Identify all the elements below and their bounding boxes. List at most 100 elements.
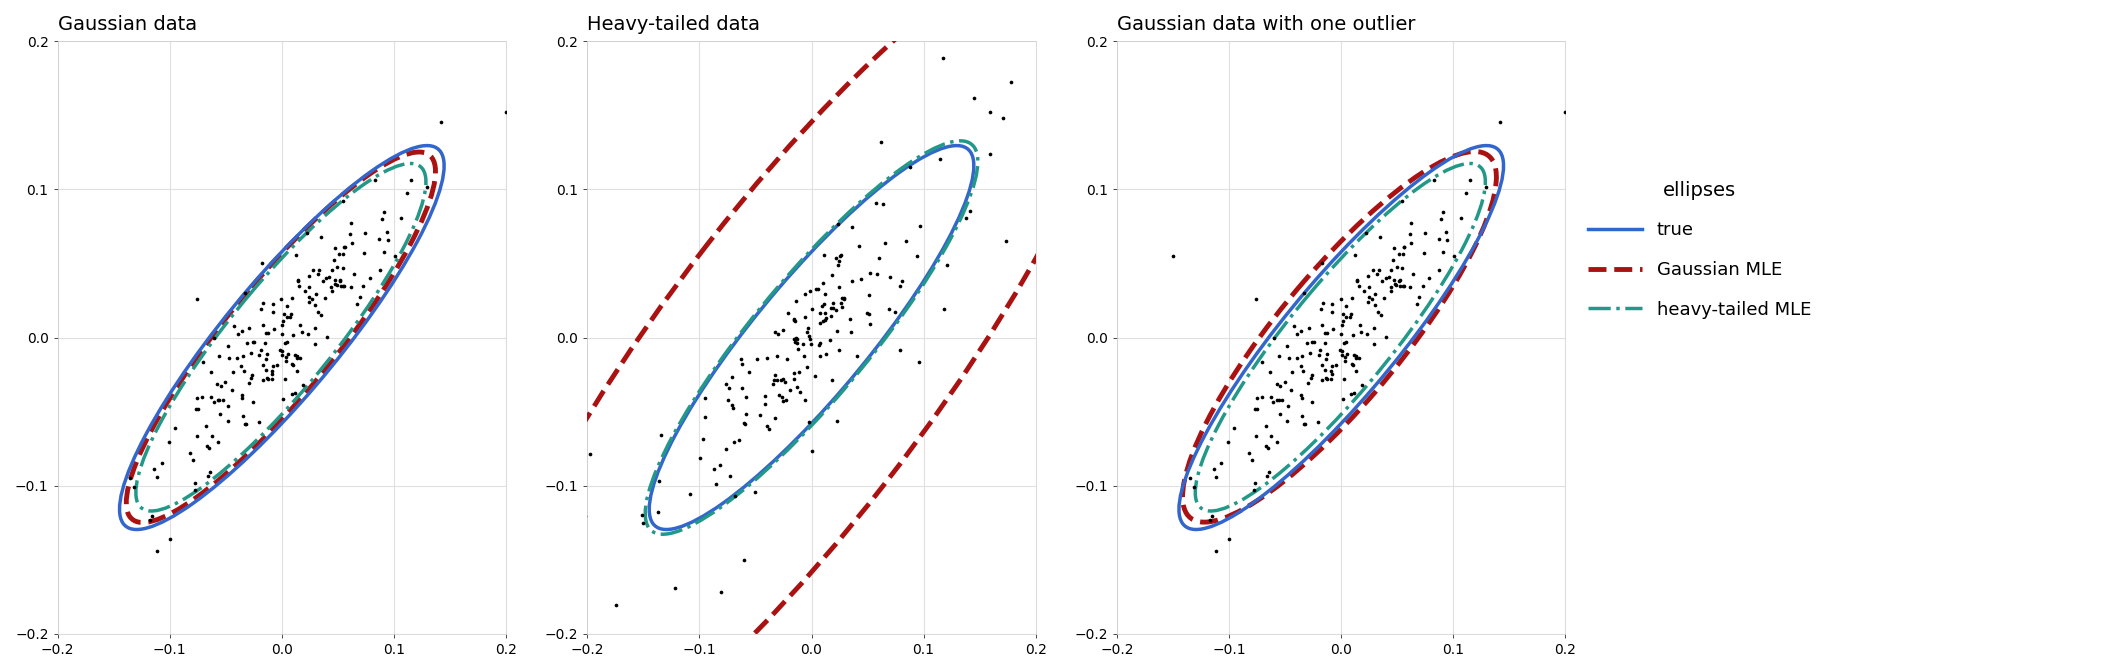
Point bbox=[765, 374, 798, 385]
Point bbox=[948, 213, 982, 224]
Point bbox=[190, 420, 224, 431]
Point bbox=[275, 359, 308, 370]
Point bbox=[862, 253, 895, 264]
Point bbox=[722, 435, 756, 446]
Point bbox=[1333, 312, 1366, 323]
Point bbox=[1383, 281, 1417, 292]
Point bbox=[1290, 337, 1324, 348]
Point bbox=[1352, 270, 1385, 281]
Point bbox=[1195, 511, 1229, 521]
Point bbox=[1409, 228, 1442, 239]
Point bbox=[779, 315, 813, 326]
Point bbox=[777, 374, 811, 384]
Point bbox=[279, 349, 313, 360]
Point bbox=[1358, 300, 1392, 310]
Point bbox=[779, 333, 813, 344]
Point bbox=[298, 323, 332, 333]
Point bbox=[194, 431, 228, 442]
Point bbox=[1155, 251, 1189, 261]
Point bbox=[779, 333, 813, 343]
Point bbox=[270, 301, 304, 312]
Point bbox=[283, 281, 317, 292]
Point bbox=[1029, 153, 1062, 164]
Point bbox=[222, 329, 256, 339]
Point bbox=[995, 76, 1029, 87]
Point bbox=[215, 367, 249, 378]
Point bbox=[1377, 254, 1411, 265]
Point bbox=[1339, 366, 1373, 377]
Point bbox=[1375, 286, 1409, 296]
Point bbox=[139, 472, 173, 482]
Point bbox=[781, 338, 815, 349]
Point bbox=[815, 269, 849, 280]
Point bbox=[1316, 298, 1350, 309]
Point bbox=[1077, 110, 1111, 121]
Point bbox=[729, 392, 762, 403]
Point bbox=[1364, 276, 1398, 287]
Point bbox=[1293, 323, 1326, 334]
Point bbox=[1252, 442, 1286, 453]
Point bbox=[703, 587, 737, 597]
Point bbox=[1379, 280, 1413, 290]
Point bbox=[1360, 306, 1394, 317]
Point bbox=[925, 53, 959, 64]
Point bbox=[1324, 328, 1358, 339]
Point bbox=[1261, 378, 1295, 389]
Point bbox=[1193, 515, 1227, 526]
Point bbox=[727, 418, 760, 429]
Point bbox=[256, 373, 289, 384]
Point bbox=[228, 366, 262, 376]
Point bbox=[266, 319, 300, 330]
Point bbox=[760, 375, 794, 386]
Point bbox=[849, 308, 883, 319]
Point bbox=[1261, 437, 1295, 448]
Point bbox=[845, 274, 879, 284]
Point bbox=[684, 5, 718, 16]
Point bbox=[822, 255, 855, 266]
Point bbox=[327, 281, 361, 292]
Point bbox=[1407, 248, 1440, 259]
Point bbox=[777, 337, 811, 348]
Point bbox=[268, 355, 302, 366]
Point bbox=[378, 251, 412, 261]
Point bbox=[1381, 249, 1415, 259]
Point bbox=[828, 293, 862, 304]
Point bbox=[175, 455, 209, 466]
Point bbox=[1417, 175, 1451, 185]
Point bbox=[203, 394, 237, 405]
Point bbox=[325, 263, 359, 274]
Point bbox=[777, 314, 811, 325]
Point bbox=[310, 332, 344, 343]
Point bbox=[1276, 367, 1309, 378]
Point bbox=[1385, 249, 1419, 260]
Point bbox=[923, 154, 957, 165]
Point bbox=[226, 411, 260, 421]
Point bbox=[1421, 233, 1455, 244]
Point bbox=[251, 373, 285, 384]
Point bbox=[733, 366, 767, 377]
Point bbox=[1358, 338, 1392, 349]
Point bbox=[1288, 419, 1322, 429]
Point bbox=[315, 282, 348, 293]
Point bbox=[1261, 395, 1295, 406]
Point bbox=[1347, 286, 1381, 296]
Point bbox=[211, 416, 245, 427]
Point bbox=[1377, 278, 1411, 289]
Point bbox=[1305, 320, 1339, 331]
Point bbox=[777, 333, 811, 344]
Point bbox=[1200, 472, 1233, 482]
Point bbox=[1309, 373, 1343, 384]
Point bbox=[929, 259, 963, 270]
Point bbox=[769, 394, 803, 405]
Point bbox=[226, 392, 260, 403]
Point bbox=[1238, 477, 1271, 488]
Point bbox=[1426, 206, 1459, 217]
Point bbox=[249, 372, 283, 383]
Point bbox=[1394, 237, 1428, 248]
Point bbox=[684, 453, 718, 464]
Point bbox=[788, 350, 822, 361]
Point bbox=[1335, 359, 1369, 370]
Point bbox=[277, 388, 310, 398]
Point bbox=[1271, 416, 1305, 427]
Point bbox=[285, 327, 319, 337]
